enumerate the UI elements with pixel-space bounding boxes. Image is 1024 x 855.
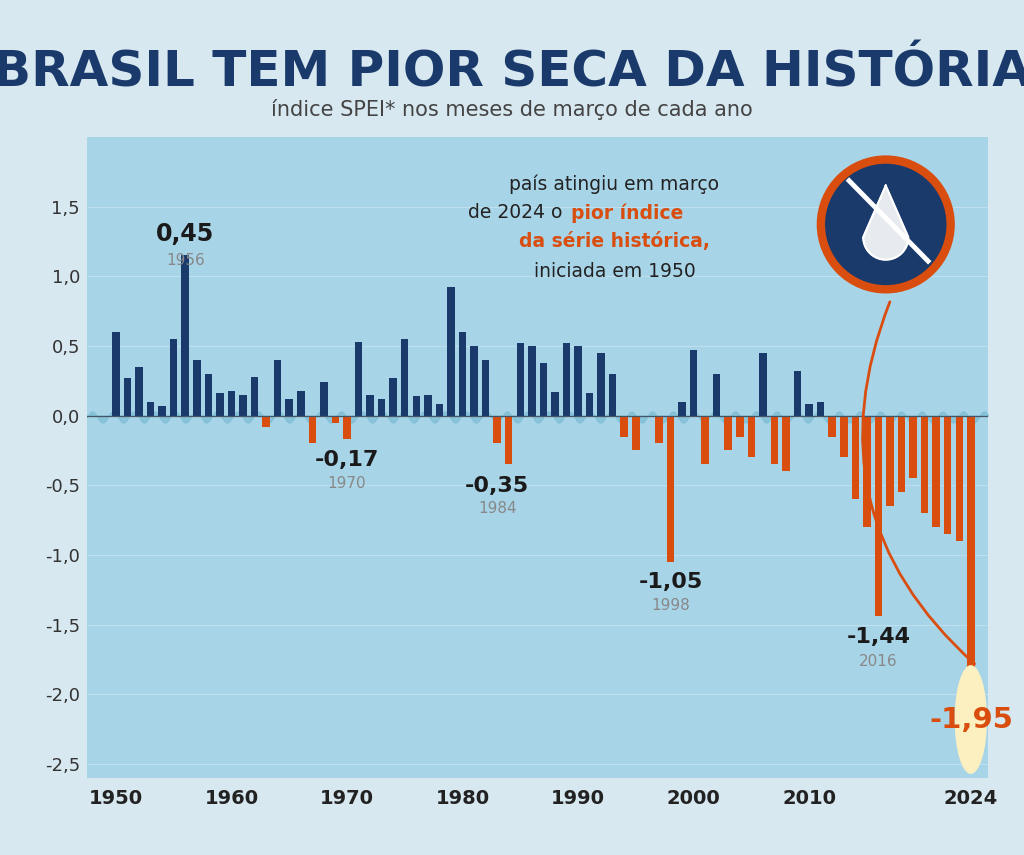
Bar xyxy=(343,416,351,439)
Bar xyxy=(967,416,975,687)
Bar xyxy=(354,342,362,416)
Bar xyxy=(308,416,316,444)
Bar xyxy=(482,360,489,416)
Bar xyxy=(367,395,374,416)
Bar xyxy=(262,416,270,427)
Bar xyxy=(124,378,131,416)
Bar xyxy=(551,392,559,416)
Bar xyxy=(621,416,628,437)
Ellipse shape xyxy=(954,665,987,774)
Bar xyxy=(528,346,536,416)
Bar xyxy=(921,416,929,513)
Bar xyxy=(724,416,732,451)
Text: -0,17: -0,17 xyxy=(314,451,379,470)
Bar xyxy=(863,416,870,528)
Bar xyxy=(273,360,282,416)
Bar xyxy=(113,332,120,416)
Bar xyxy=(748,416,755,457)
Bar xyxy=(609,374,616,416)
Bar xyxy=(159,406,166,416)
Bar xyxy=(563,343,570,416)
Text: país atingiu em março: país atingiu em março xyxy=(509,174,720,193)
Bar xyxy=(713,374,721,416)
Bar xyxy=(574,346,582,416)
Bar xyxy=(955,416,963,541)
Bar xyxy=(701,416,709,464)
Bar xyxy=(170,339,177,416)
Bar xyxy=(389,378,397,416)
Bar xyxy=(297,391,304,416)
Bar xyxy=(286,399,293,416)
Bar xyxy=(678,402,686,416)
Bar xyxy=(759,353,767,416)
Bar xyxy=(435,404,443,416)
Bar xyxy=(736,416,743,437)
Bar xyxy=(933,416,940,528)
Bar xyxy=(194,360,201,416)
Text: 1998: 1998 xyxy=(651,598,690,613)
Text: -1,44: -1,44 xyxy=(847,628,910,647)
Text: índice SPEI* nos meses de março de cada ano: índice SPEI* nos meses de março de cada … xyxy=(271,99,753,120)
Text: -0,35: -0,35 xyxy=(465,475,529,496)
Polygon shape xyxy=(863,186,908,260)
Bar xyxy=(771,416,778,464)
Text: 2016: 2016 xyxy=(859,654,898,669)
Bar xyxy=(586,393,593,416)
Bar xyxy=(205,374,212,416)
Bar xyxy=(321,382,328,416)
Bar xyxy=(216,393,223,416)
Bar xyxy=(135,367,142,416)
Bar xyxy=(413,396,420,416)
Bar xyxy=(470,346,478,416)
Text: 0,45: 0,45 xyxy=(156,221,214,245)
Bar xyxy=(227,391,236,416)
Text: 1984: 1984 xyxy=(478,501,516,516)
Bar xyxy=(146,402,155,416)
Text: 1956: 1956 xyxy=(166,253,205,268)
Bar xyxy=(181,256,189,416)
Bar xyxy=(401,339,409,416)
Bar xyxy=(251,376,258,416)
Text: -1,95: -1,95 xyxy=(929,705,1013,734)
Text: da série histórica,: da série histórica, xyxy=(519,233,710,251)
Bar xyxy=(516,343,524,416)
Bar xyxy=(886,416,894,506)
Text: pior índice: pior índice xyxy=(571,203,684,222)
Bar xyxy=(794,371,802,416)
Bar xyxy=(459,332,466,416)
Bar xyxy=(505,416,512,464)
Circle shape xyxy=(821,160,950,289)
Bar xyxy=(494,416,501,444)
Text: iniciada em 1950: iniciada em 1950 xyxy=(534,262,695,280)
Bar xyxy=(782,416,790,471)
Bar xyxy=(828,416,836,437)
Bar xyxy=(805,404,813,416)
Bar xyxy=(540,363,547,416)
Text: -1,05: -1,05 xyxy=(638,572,702,592)
Bar xyxy=(632,416,640,451)
Text: 1970: 1970 xyxy=(328,475,367,491)
Bar xyxy=(840,416,848,457)
Bar xyxy=(332,416,339,422)
Bar xyxy=(240,395,247,416)
Bar xyxy=(667,416,674,562)
Text: BRASIL TEM PIOR SECA DA HISTÓRIA: BRASIL TEM PIOR SECA DA HISTÓRIA xyxy=(0,49,1024,97)
Bar xyxy=(852,416,859,499)
Bar xyxy=(378,399,385,416)
Bar xyxy=(817,402,824,416)
Bar xyxy=(898,416,905,492)
Bar xyxy=(944,416,951,534)
Bar xyxy=(447,287,455,416)
Bar xyxy=(655,416,663,444)
Bar xyxy=(597,353,605,416)
Bar xyxy=(909,416,916,478)
Text: de 2024 o: de 2024 o xyxy=(468,203,568,222)
Bar xyxy=(874,416,882,616)
Bar xyxy=(690,350,697,416)
Bar xyxy=(424,395,431,416)
